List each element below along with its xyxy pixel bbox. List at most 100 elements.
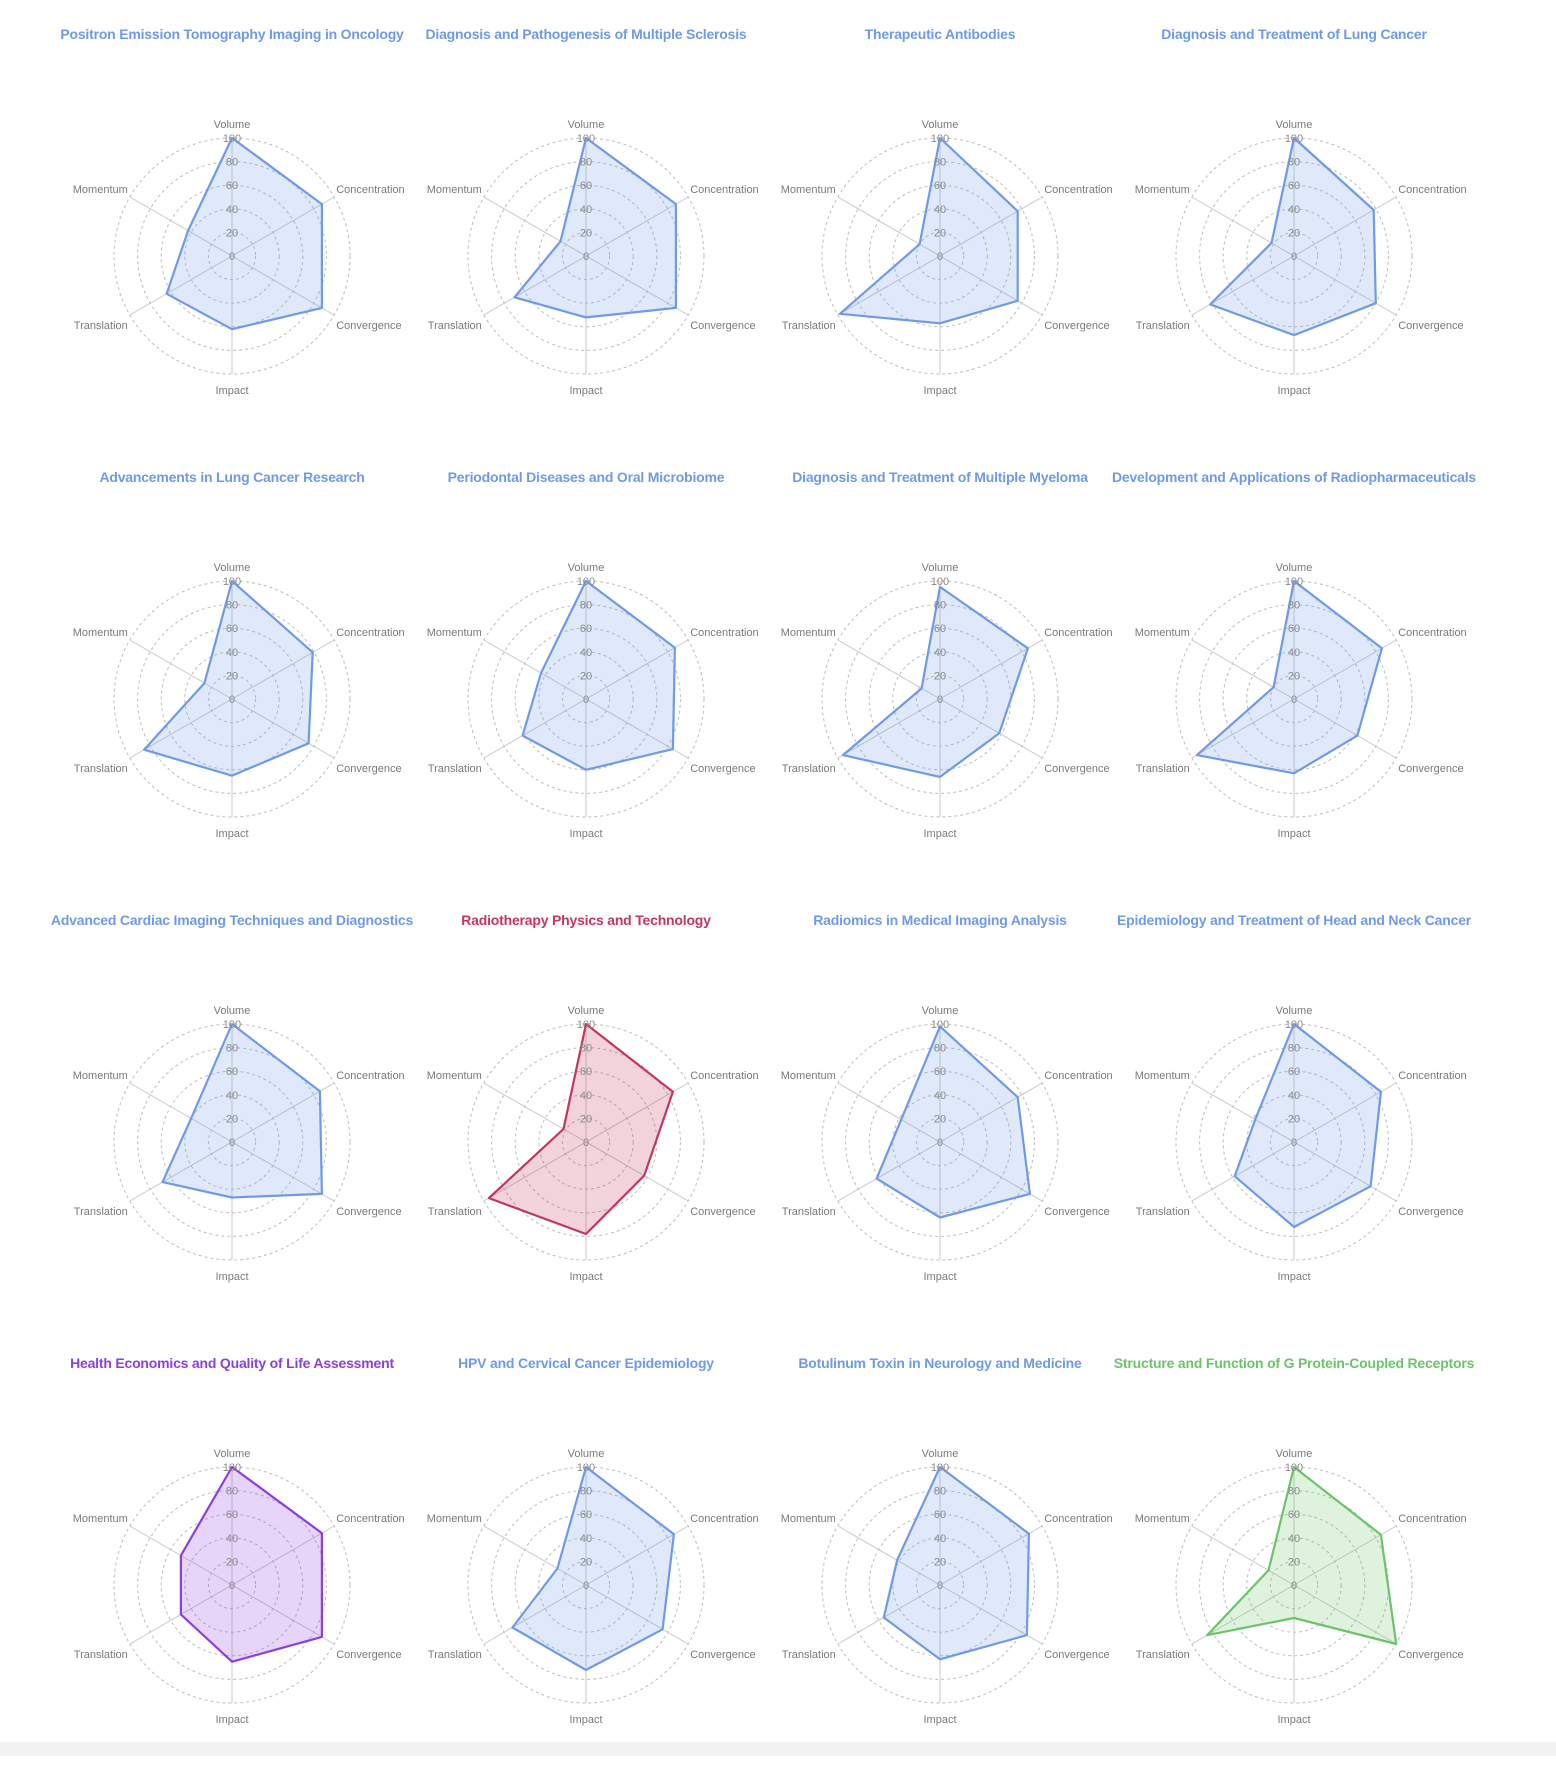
data-polygon — [167, 138, 322, 329]
axis-label: Translation — [74, 320, 128, 332]
tick-label: 100 — [931, 576, 949, 588]
tick-label: 100 — [577, 133, 595, 145]
axis-label: Translation — [428, 763, 482, 775]
data-polygon — [884, 1467, 1029, 1659]
tick-label: 40 — [1288, 204, 1300, 216]
radar-panel: Structure and Function of G Protein-Coup… — [1097, 1329, 1491, 1772]
data-polygon — [181, 1467, 322, 1662]
tick-label: 100 — [577, 576, 595, 588]
tick-label: 60 — [934, 1509, 946, 1521]
tick-label: 20 — [226, 227, 238, 239]
data-polygon — [1235, 1024, 1381, 1227]
tick-label: 100 — [577, 1019, 595, 1031]
tick-label: 40 — [580, 1533, 592, 1545]
tick-label: 0 — [1291, 694, 1297, 706]
radar-svg: 020406080100VolumeConcentrationConvergen… — [389, 443, 783, 886]
tick-label: 0 — [937, 1137, 943, 1149]
tick-label: 20 — [934, 1556, 946, 1568]
radar-svg: 020406080100VolumeConcentrationConvergen… — [1097, 443, 1491, 886]
axis-label: Momentum — [427, 184, 482, 196]
data-polygon — [1207, 1467, 1396, 1644]
tick-label: 60 — [1288, 1066, 1300, 1078]
axis-label: Volume — [1276, 119, 1313, 131]
tick-label: 40 — [226, 204, 238, 216]
axis-label: Volume — [922, 1448, 959, 1460]
tick-label: 80 — [226, 1486, 238, 1498]
axis-label: Volume — [568, 562, 605, 574]
tick-label: 0 — [1291, 251, 1297, 263]
data-polygon — [877, 1026, 1030, 1217]
radar-svg: 020406080100VolumeConcentrationConvergen… — [1097, 886, 1491, 1329]
tick-label: 80 — [1288, 1486, 1300, 1498]
axis-label: Translation — [782, 1206, 836, 1218]
data-polygon — [163, 1024, 322, 1198]
tick-label: 20 — [934, 1113, 946, 1125]
axis-label: Momentum — [1135, 184, 1190, 196]
tick-label: 100 — [223, 576, 241, 588]
radar-svg: 020406080100VolumeConcentrationConvergen… — [35, 443, 429, 886]
tick-label: 40 — [1288, 1090, 1300, 1102]
tick-label: 80 — [934, 1043, 946, 1055]
axis-label: Momentum — [781, 1513, 836, 1525]
axis-label: Impact — [1277, 828, 1310, 840]
axis-label: Impact — [923, 828, 956, 840]
radar-panel: Health Economics and Quality of Life Ass… — [35, 1329, 429, 1772]
tick-label: 40 — [580, 647, 592, 659]
axis-label: Concentration — [1398, 1513, 1467, 1525]
radar-svg: 020406080100VolumeConcentrationConvergen… — [35, 0, 429, 443]
axis-label: Momentum — [781, 627, 836, 639]
radar-svg: 020406080100VolumeConcentrationConvergen… — [389, 0, 783, 443]
tick-label: 0 — [583, 251, 589, 263]
tick-label: 60 — [580, 1066, 592, 1078]
tick-label: 60 — [226, 180, 238, 192]
radar-panel: Botulinum Toxin in Neurology and Medicin… — [743, 1329, 1137, 1772]
tick-label: 0 — [1291, 1137, 1297, 1149]
axis-label: Convergence — [1398, 1206, 1463, 1218]
tick-label: 80 — [1288, 1043, 1300, 1055]
tick-label: 40 — [580, 204, 592, 216]
axis-label: Volume — [214, 562, 251, 574]
tick-label: 100 — [223, 1019, 241, 1031]
radar-svg: 020406080100VolumeConcentrationConvergen… — [743, 886, 1137, 1329]
axis-label: Volume — [922, 119, 959, 131]
tick-label: 20 — [580, 1113, 592, 1125]
tick-label: 60 — [226, 1509, 238, 1521]
data-polygon — [515, 138, 676, 317]
tick-label: 20 — [226, 670, 238, 682]
tick-label: 20 — [934, 670, 946, 682]
axis-label: Translation — [1136, 1649, 1190, 1661]
tick-label: 0 — [937, 251, 943, 263]
axis-label: Impact — [215, 828, 248, 840]
axis-label: Impact — [923, 385, 956, 397]
axis-label: Momentum — [427, 1070, 482, 1082]
axis-label: Volume — [568, 119, 605, 131]
tick-label: 0 — [229, 1580, 235, 1592]
axis-label: Impact — [569, 1271, 602, 1283]
tick-label: 100 — [1285, 133, 1303, 145]
tick-label: 60 — [934, 180, 946, 192]
radar-svg: 020406080100VolumeConcentrationConvergen… — [389, 886, 783, 1329]
axis-label: Translation — [74, 1649, 128, 1661]
tick-label: 80 — [1288, 157, 1300, 169]
footer-bar — [0, 1742, 1556, 1756]
tick-label: 60 — [934, 1066, 946, 1078]
radar-svg: 020406080100VolumeConcentrationConvergen… — [743, 0, 1137, 443]
radar-svg: 020406080100VolumeConcentrationConvergen… — [743, 1329, 1137, 1772]
axis-label: Convergence — [1398, 1649, 1463, 1661]
tick-label: 100 — [223, 1462, 241, 1474]
axis-label: Momentum — [73, 1513, 128, 1525]
tick-label: 40 — [226, 1533, 238, 1545]
radar-svg: 020406080100VolumeConcentrationConvergen… — [35, 1329, 429, 1772]
tick-label: 0 — [229, 1137, 235, 1149]
tick-label: 100 — [577, 1462, 595, 1474]
tick-label: 0 — [229, 251, 235, 263]
radar-panel: Epidemiology and Treatment of Head and N… — [1097, 886, 1491, 1329]
axis-label: Volume — [568, 1005, 605, 1017]
radar-panel: Diagnosis and Treatment of Multiple Myel… — [743, 443, 1137, 886]
tick-label: 20 — [580, 1556, 592, 1568]
tick-label: 0 — [583, 694, 589, 706]
axis-label: Volume — [214, 1448, 251, 1460]
tick-label: 40 — [580, 1090, 592, 1102]
